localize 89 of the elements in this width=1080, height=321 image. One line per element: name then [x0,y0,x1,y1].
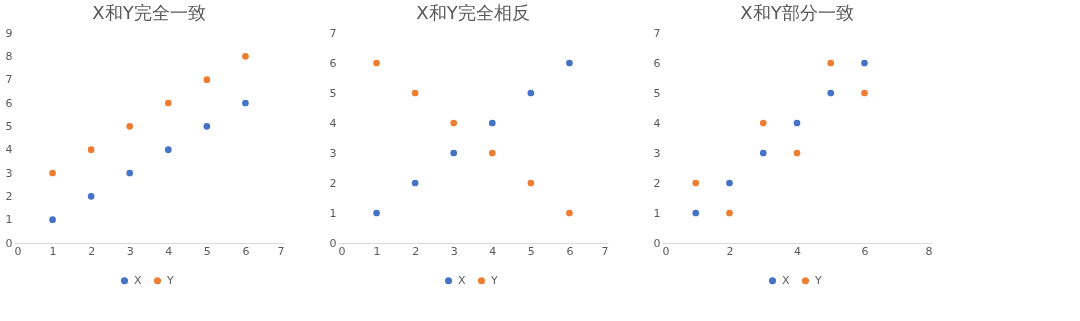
y-tick-label: 9 [5,26,13,40]
point [87,146,95,154]
y-tick-label: 6 [653,56,661,70]
x-tick-label: 1 [49,244,57,258]
legend-label: Y [814,273,822,287]
point [203,76,211,84]
x-tick-label: 1 [373,244,381,258]
y-tick-label: 4 [329,116,337,130]
x-tick-label: 3 [450,244,458,258]
x-tick-label: 2 [412,244,420,258]
point [827,59,835,67]
point [242,52,249,60]
point [827,89,835,97]
y-tick-label: 4 [653,116,661,130]
y-tick-label: 6 [329,56,337,70]
point [692,179,700,187]
x-tick-label: 3 [126,244,134,258]
x-tick-label: 4 [489,244,497,258]
point [759,149,767,157]
y-tick-label: 2 [5,189,13,203]
x-tick-label: 2 [88,244,96,258]
point [450,119,458,127]
point [861,59,868,67]
point [726,209,733,217]
chart-title: X和Y完全相反 [416,2,530,23]
point [373,59,380,67]
point [793,149,801,157]
point [861,89,868,97]
x-tick-label: 4 [794,244,801,258]
chart-title: X和Y完全一致 [92,2,206,23]
legend-label: X [782,273,790,287]
y-tick-label: 6 [5,96,13,110]
x-tick-label: 8 [925,244,933,258]
point [242,99,249,107]
y-tick-label: 1 [5,213,13,227]
y-tick-label: 3 [653,146,661,160]
point [411,179,419,187]
point [566,59,573,67]
point [164,146,172,154]
point [164,99,172,107]
chart-title: X和Y部分一致 [740,2,854,23]
y-tick-label: 1 [653,206,661,220]
x-tick-label: 6 [861,244,869,258]
point [373,209,380,217]
point [126,122,134,130]
x-tick-label: 2 [726,244,734,258]
point [488,149,496,157]
point [450,149,458,157]
y-tick-label: 8 [5,49,13,63]
x-tick-label: 6 [242,244,250,258]
legend-label: Y [166,273,174,287]
y-tick-label: 5 [329,86,337,100]
point [126,169,134,177]
y-tick-label: 7 [5,73,13,87]
x-tick-label: 7 [601,244,609,258]
point [726,179,733,187]
point [203,122,211,130]
point [49,216,56,224]
x-tick-label: 0 [14,244,22,258]
y-tick-label: 3 [5,166,13,180]
x-tick-label: 5 [527,244,535,258]
point [411,89,419,97]
y-tick-label: 5 [653,86,661,100]
x-tick-label: 4 [165,244,173,258]
legend-label: Y [490,273,498,287]
x-tick-label: 5 [203,244,211,258]
point [488,119,496,127]
y-tick-label: 1 [329,206,337,220]
legend-label: X [458,273,466,287]
y-tick-label: 2 [329,176,337,190]
point [49,169,56,177]
x-tick-label: 0 [662,244,670,258]
y-tick-label: 5 [5,119,13,133]
point [692,209,700,217]
point [527,89,535,97]
point [566,209,573,217]
y-tick-label: 4 [5,143,13,157]
point [527,179,535,187]
point [793,119,801,127]
x-tick-label: 6 [566,244,574,258]
y-tick-label: 2 [653,176,661,190]
y-tick-label: 7 [329,26,337,40]
point [759,119,767,127]
y-tick-label: 3 [329,146,337,160]
x-tick-label: 0 [338,244,346,258]
y-tick-label: 7 [653,26,661,40]
point [87,192,95,200]
x-tick-label: 7 [277,244,285,258]
legend-label: X [134,273,142,287]
